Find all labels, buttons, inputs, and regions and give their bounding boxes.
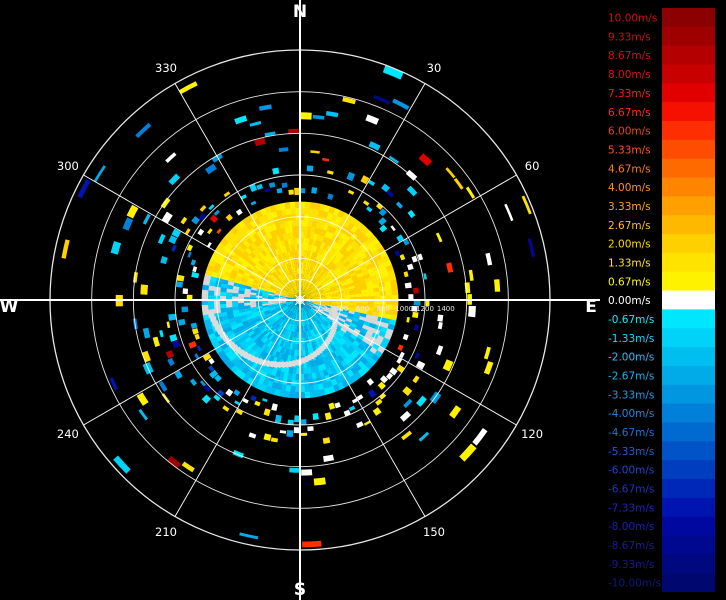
legend-label: 1.33m/s <box>608 257 651 269</box>
legend-label: 5.33m/s <box>608 144 651 156</box>
legend-label: 0.67m/s <box>608 276 651 288</box>
legend-swatch <box>662 121 715 141</box>
range-label: 400 <box>335 305 348 313</box>
legend-swatch <box>662 290 715 310</box>
legend-swatch <box>662 365 715 386</box>
legend-label: 3.33m/s <box>608 201 651 213</box>
legend-label: -2.00m/s <box>608 352 654 364</box>
legend-swatch <box>662 478 715 499</box>
legend-swatch <box>662 45 715 65</box>
legend-label: 7.33m/s <box>608 88 651 100</box>
legend-label: -9.33m/s <box>608 559 654 571</box>
legend-label: -3.33m/s <box>608 389 654 401</box>
legend-label: 8.00m/s <box>608 69 651 81</box>
legend-label: 6.00m/s <box>608 126 651 138</box>
legend-label: 2.67m/s <box>608 220 651 232</box>
legend-label: -0.67m/s <box>608 314 654 326</box>
legend-label: -8.67m/s <box>608 540 654 552</box>
legend-swatch <box>662 347 715 367</box>
azimuth-label: 330 <box>155 61 177 75</box>
legend-label: 8.67m/s <box>608 50 651 62</box>
legend-swatch <box>662 384 715 405</box>
azimuth-label: 60 <box>525 159 540 173</box>
direction-south-label: S <box>294 580 306 600</box>
legend-swatch <box>662 139 715 160</box>
legend-label: -8.00m/s <box>608 521 654 533</box>
legend-swatch <box>662 196 715 216</box>
legend-swatch <box>662 422 715 442</box>
legend-swatch <box>662 271 715 291</box>
legend-label: -4.67m/s <box>608 427 654 439</box>
azimuth-label: 240 <box>57 427 79 441</box>
range-labels: 200 400 600 800 1000 1200 1400 <box>314 305 455 313</box>
legend-swatch <box>662 441 715 461</box>
legend-label: -2.67m/s <box>608 371 654 383</box>
legend-swatch <box>662 83 715 103</box>
range-label: 1200 <box>416 305 434 313</box>
legend-label: -7.33m/s <box>608 502 654 514</box>
legend-label: -4.00m/s <box>608 408 654 420</box>
range-label: 1000 <box>395 305 413 313</box>
legend-swatch <box>662 573 715 592</box>
legend-label: 10.00m/s <box>608 13 657 25</box>
azimuth-label: 300 <box>57 159 79 173</box>
legend-label: 4.00m/s <box>608 182 651 194</box>
azimuth-spoke <box>317 310 517 426</box>
legend-swatch <box>662 234 715 254</box>
legend-swatch <box>662 215 715 235</box>
range-label: 200 <box>314 305 327 313</box>
range-label: 600 <box>356 305 369 313</box>
legend-labels: 10.00m/s 9.33m/s 8.67m/s 8.00m/s 7.33m/s 6.67… <box>608 13 661 590</box>
legend-swatch <box>662 309 715 329</box>
legend-label: 2.00m/s <box>608 239 651 251</box>
legend-swatch <box>662 328 715 348</box>
legend-swatch <box>662 516 715 536</box>
legend-label: -10.00m/s <box>608 578 661 590</box>
legend-swatch <box>662 102 715 122</box>
legend-label: -6.67m/s <box>608 484 654 496</box>
azimuth-label: 120 <box>521 427 543 441</box>
azimuth-labels: 30 60 120 150 210 240 300 330 <box>57 61 543 539</box>
legend-swatch <box>662 535 715 555</box>
radar-origin-icon <box>294 294 306 306</box>
legend-label: 6.67m/s <box>608 107 651 119</box>
legend-swatch <box>662 26 715 47</box>
legend-swatch <box>662 403 715 423</box>
azimuth-label: 30 <box>427 61 442 75</box>
legend-label: -5.33m/s <box>608 446 654 458</box>
range-label: 1400 <box>437 305 455 313</box>
direction-north-label: N <box>293 2 307 22</box>
legend-label: -1.33m/s <box>608 333 654 345</box>
direction-east-label: E <box>585 297 597 317</box>
range-label: 800 <box>377 305 390 313</box>
azimuth-spoke <box>83 310 283 426</box>
azimuth-spoke <box>310 83 426 283</box>
legend-swatch <box>662 497 715 518</box>
azimuth-spoke <box>174 83 290 283</box>
legend-swatch <box>662 460 715 480</box>
azimuth-spoke <box>174 317 290 517</box>
azimuth-spoke <box>83 174 283 290</box>
legend-swatch <box>662 64 715 84</box>
legend-swatch <box>662 252 715 273</box>
velocity-color-legend: 10.00m/s 9.33m/s 8.67m/s 8.00m/s 7.33m/s 6.67… <box>608 8 715 592</box>
direction-west-label: W <box>0 297 19 317</box>
azimuth-spoke <box>310 317 426 517</box>
legend-label: 9.33m/s <box>608 31 651 43</box>
azimuth-label: 210 <box>155 525 177 539</box>
legend-label: 0.00m/s <box>608 295 651 307</box>
azimuth-spoke <box>317 174 517 290</box>
legend-swatch <box>662 177 715 197</box>
legend-swatches <box>662 8 715 592</box>
legend-label: -6.00m/s <box>608 465 654 477</box>
azimuth-spokes <box>0 0 600 600</box>
azimuth-label: 150 <box>423 525 445 539</box>
legend-label: 4.67m/s <box>608 163 651 175</box>
legend-swatch <box>662 554 715 574</box>
legend-swatch <box>662 8 715 28</box>
velocity-echo-layer <box>61 65 536 548</box>
legend-swatch <box>662 158 715 178</box>
